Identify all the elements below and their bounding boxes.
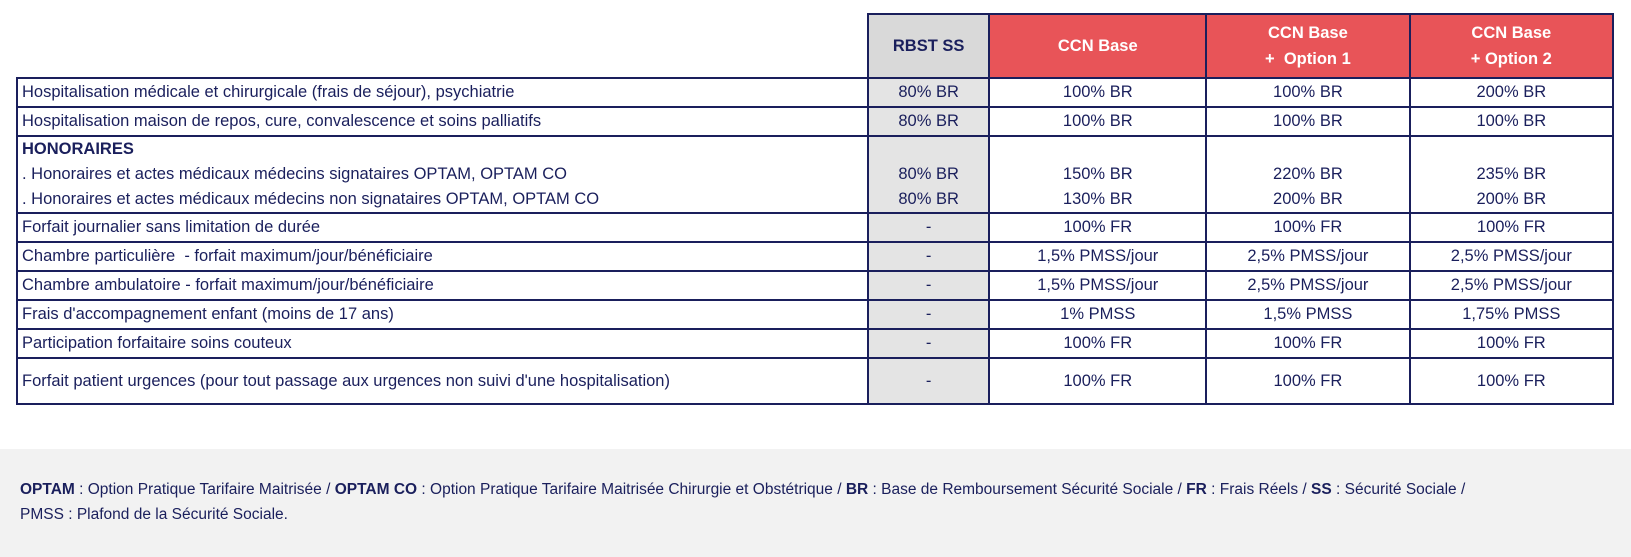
abbr-br: BR [845, 481, 869, 498]
ccn-opt1-value: 100% BR [1205, 106, 1411, 137]
ccn-opt1-value: 100% BR [1205, 77, 1411, 108]
ccn-opt2-value: 100% BR [1408, 106, 1615, 137]
honoraires-ccn-base: 150% BR 130% BR [988, 135, 1208, 214]
rbst-value: 80% BR [866, 106, 991, 137]
header-opt1-line1: CCN Base [1268, 24, 1348, 42]
honoraires-rbst: 80% BR 80% BR [866, 135, 991, 214]
honoraires-line1-label: . Honoraires et actes médicaux médecins … [22, 165, 567, 183]
rbst-value: - [866, 357, 991, 405]
row-label: Participation forfaitaire soins couteux [16, 328, 869, 359]
abbr-ss-desc: : Sécurité Sociale / [1331, 481, 1466, 498]
ccn-opt2-value: 200% BR [1476, 190, 1547, 208]
row-label: Hospitalisation médicale et chirurgicale… [16, 77, 869, 108]
ccn-opt2-value: 100% FR [1408, 328, 1615, 359]
ccn-base-value: 1,5% PMSS/jour [988, 270, 1208, 301]
ccn-opt1-value: 100% FR [1205, 357, 1411, 405]
ccn-base-value: 100% FR [988, 212, 1208, 243]
table-row: Forfait journalier sans limitation de du… [16, 212, 1615, 243]
guarantee-table-wrapper: RBST SS CCN Base CCN Base + Option 1 CCN… [16, 13, 1615, 405]
rbst-value: 80% BR [898, 165, 959, 183]
abbr-fr-desc: : Frais Réels / [1206, 481, 1312, 498]
ccn-opt2-value: 235% BR [1476, 165, 1547, 183]
header-ccn-base: CCN Base [988, 13, 1208, 79]
table-row: Hospitalisation médicale et chirurgicale… [16, 77, 1615, 108]
header-opt2-line2: + Option 2 [1470, 50, 1552, 68]
rbst-value: - [866, 212, 991, 243]
header-opt1-line2: + Option 1 [1265, 50, 1351, 68]
row-label: Frais d'accompagnement enfant (moins de … [16, 299, 869, 330]
row-label: Chambre ambulatoire - forfait maximum/jo… [16, 270, 869, 301]
header-ccn-base-label: CCN Base [1057, 37, 1138, 55]
header-rbst-ss: RBST SS [866, 13, 991, 79]
ccn-base-value: 100% FR [988, 357, 1208, 405]
honoraires-labels: HONORAIRES . Honoraires et actes médicau… [16, 135, 869, 214]
honoraires-line2-label: . Honoraires et actes médicaux médecins … [22, 190, 600, 208]
row-label: Hospitalisation maison de repos, cure, c… [16, 106, 869, 137]
honoraires-ccn-opt1: 220% BR 200% BR [1205, 135, 1411, 214]
table-row: Chambre particulière - forfait maximum/j… [16, 241, 1615, 272]
abbr-optam-desc: : Option Pratique Tarifaire Maitrisée / [74, 481, 335, 498]
honoraires-title: HONORAIRES [22, 140, 134, 158]
table-row: Participation forfaitaire soins couteux … [16, 328, 1615, 359]
row-label: Forfait journalier sans limitation de du… [16, 212, 869, 243]
header-row: RBST SS CCN Base CCN Base + Option 1 CCN… [17, 13, 1615, 79]
ccn-opt2-value: 2,5% PMSS/jour [1408, 241, 1615, 272]
rbst-value: - [866, 270, 991, 301]
table-row: Chambre ambulatoire - forfait maximum/jo… [16, 270, 1615, 301]
ccn-base-value: 1% PMSS [988, 299, 1208, 330]
abbr-fr: FR [1186, 481, 1207, 498]
ccn-opt2-value: 100% FR [1408, 212, 1615, 243]
ccn-opt1-value: 2,5% PMSS/jour [1205, 270, 1411, 301]
ccn-opt1-value: 2,5% PMSS/jour [1205, 241, 1411, 272]
ccn-opt1-value: 100% FR [1205, 212, 1411, 243]
guarantee-table: RBST SS CCN Base CCN Base + Option 1 CCN… [16, 13, 1615, 405]
table-row: Hospitalisation maison de repos, cure, c… [16, 106, 1615, 137]
ccn-base-value: 1,5% PMSS/jour [988, 241, 1208, 272]
ccn-base-value: 100% BR [988, 77, 1208, 108]
ccn-base-value: 150% BR [1062, 165, 1133, 183]
row-label: Forfait patient urgences (pour tout pass… [16, 357, 869, 405]
rbst-value: - [866, 299, 991, 330]
rbst-value: - [866, 241, 991, 272]
table-row: Forfait patient urgences (pour tout pass… [16, 357, 1615, 405]
ccn-opt2-value: 100% FR [1408, 357, 1615, 405]
ccn-opt2-value: 2,5% PMSS/jour [1408, 270, 1615, 301]
ccn-opt1-value: 220% BR [1273, 165, 1343, 183]
table-row-honoraires: HONORAIRES . Honoraires et actes médicau… [16, 135, 1615, 214]
header-ccn-option-2: CCN Base + Option 2 [1408, 13, 1615, 79]
ccn-base-value: 130% BR [1062, 190, 1133, 208]
header-rbst-label: RBST SS [892, 37, 965, 55]
abbr-optam: OPTAM [20, 481, 75, 498]
ccn-base-value: 100% BR [988, 106, 1208, 137]
header-opt2-line1: CCN Base [1471, 24, 1552, 42]
table-row: Frais d'accompagnement enfant (moins de … [16, 299, 1615, 330]
ccn-opt1-value: 200% BR [1273, 190, 1343, 208]
ccn-opt1-value: 100% FR [1205, 328, 1411, 359]
ccn-opt2-value: 1,75% PMSS [1408, 299, 1615, 330]
abbr-optam-co-desc: : Option Pratique Tarifaire Maitrisée Ch… [417, 481, 846, 498]
abbr-ss: SS [1311, 481, 1332, 498]
abbr-br-desc: : Base de Remboursement Sécurité Sociale… [868, 481, 1187, 498]
rbst-value: 80% BR [866, 77, 991, 108]
header-empty-cell [17, 14, 868, 78]
ccn-opt1-value: 1,5% PMSS [1205, 299, 1411, 330]
abbr-optam-co: OPTAM CO [334, 481, 418, 498]
honoraires-ccn-opt2: 235% BR 200% BR [1408, 135, 1615, 214]
ccn-base-value: 100% FR [988, 328, 1208, 359]
footer-legend-text: OPTAM : Option Pratique Tarifaire Maitri… [20, 477, 1615, 527]
rbst-value: 80% BR [898, 190, 959, 208]
ccn-opt2-value: 200% BR [1408, 77, 1615, 108]
rbst-value: - [866, 328, 991, 359]
header-ccn-option-1: CCN Base + Option 1 [1205, 13, 1411, 79]
footer-legend: OPTAM : Option Pratique Tarifaire Maitri… [0, 449, 1631, 557]
abbr-pmss-desc: PMSS : Plafond de la Sécurité Sociale. [20, 506, 288, 523]
row-label: Chambre particulière - forfait maximum/j… [16, 241, 869, 272]
